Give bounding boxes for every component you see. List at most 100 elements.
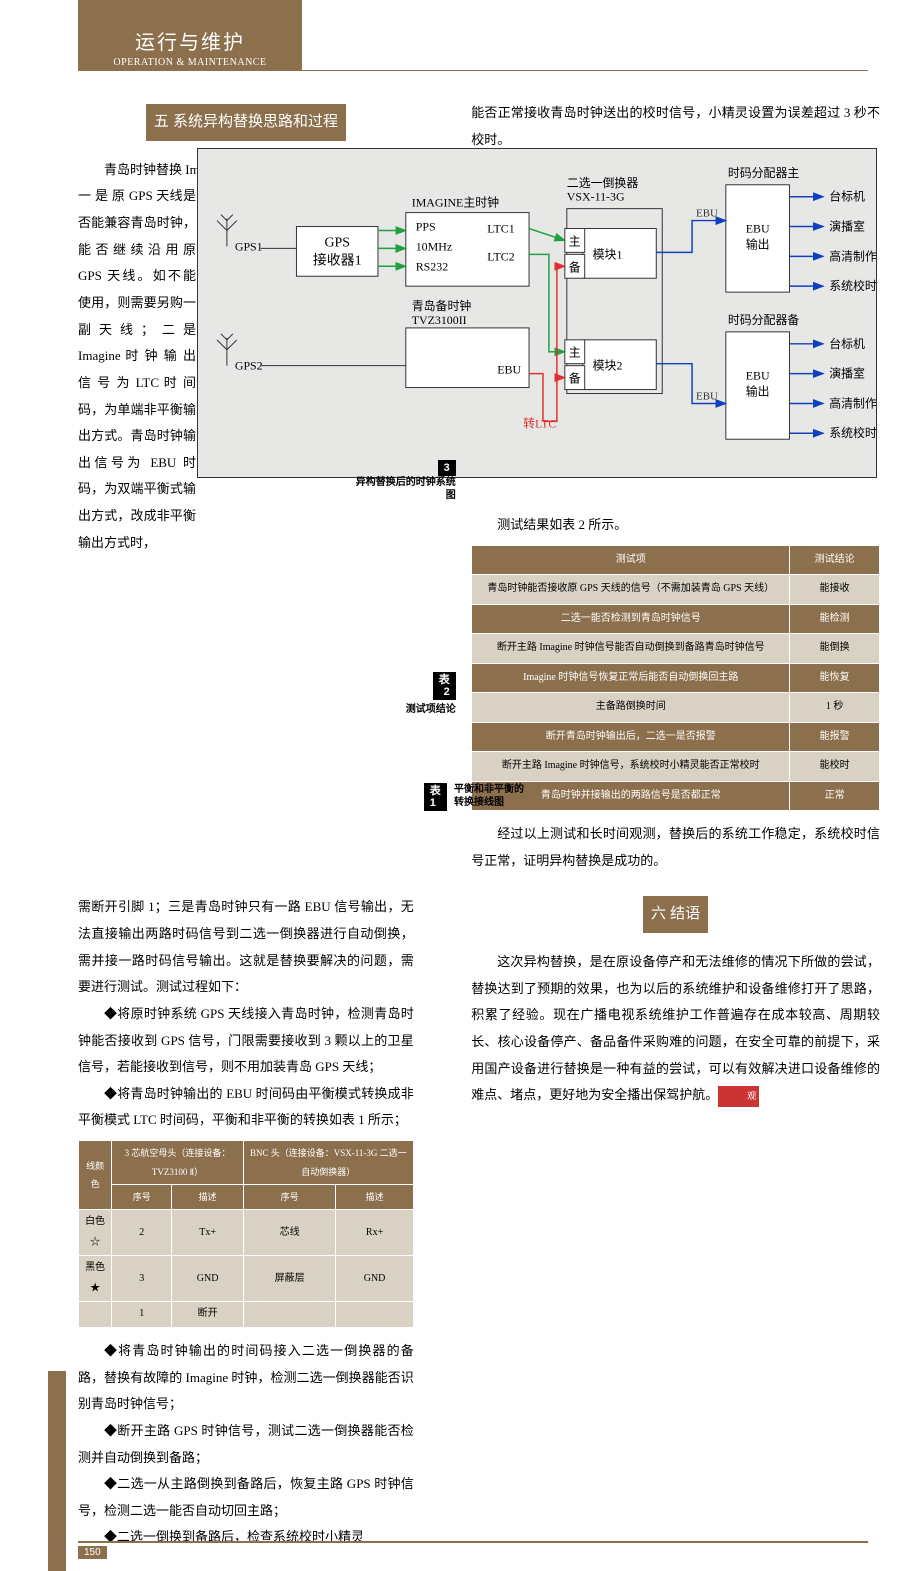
header-rule [78, 70, 868, 71]
wrap-text-beside-diagram: 一 是 原 GPS 天线是否能兼容青岛时钟，能否继续沿用原 GPS 天线。如不能… [78, 183, 196, 556]
end-icon: 观 [718, 1086, 759, 1106]
svg-text:GPS2: GPS2 [235, 359, 263, 373]
svg-text:输出: 输出 [746, 237, 770, 251]
svg-text:二选一倒换器: 二选一倒换器 [567, 176, 639, 190]
t2-c: 能报警 [790, 722, 880, 752]
t1-h-1: 3 芯航空母头（连接设备：TVZ3100 Ⅱ） [112, 1141, 244, 1185]
table-2: 测试项 测试结论 青岛时钟能否接收原 GPS 天线的信号（不需加装青岛 GPS … [471, 545, 880, 812]
svg-text:台标机: 台标机 [829, 190, 865, 204]
tab-1-label: 表 1 [424, 783, 447, 811]
header-en: OPERATION & MAINTENANCE [78, 57, 302, 68]
svg-text:EBU: EBU [746, 221, 770, 235]
t1-sh-1: 描述 [172, 1185, 243, 1210]
svg-text:IMAGINE主时钟: IMAGINE主时钟 [412, 196, 499, 210]
svg-text:演播室: 演播室 [829, 367, 865, 381]
after-fig: 测试结果如表 2 所示。 [471, 512, 880, 539]
t1-c: 3 [112, 1256, 172, 1302]
svg-text:主: 主 [569, 346, 581, 360]
t2-c: 1 秒 [790, 693, 880, 723]
svg-text:时码分配器主: 时码分配器主 [728, 166, 800, 180]
page-number: 150 [78, 1546, 107, 1559]
t2-h-0: 测试项 [472, 545, 790, 575]
bullet-b-2: ◆二选一从主路倒换到备路后，恢复主路 GPS 时钟信号，检测二选一能否自动切回主… [78, 1471, 414, 1524]
svg-text:模块1: 模块1 [593, 247, 623, 261]
t1-c: 白色☆ [79, 1210, 112, 1256]
t1-sh-3: 描述 [336, 1185, 413, 1210]
svg-text:GPS: GPS [324, 235, 350, 250]
svg-text:备: 备 [569, 260, 581, 274]
t2-c: Imagine 时钟信号恢复正常后能否自动倒换回主路 [472, 663, 790, 693]
t1-c: GND [336, 1256, 413, 1302]
svg-text:输出: 输出 [746, 384, 770, 398]
svg-text:EBU: EBU [746, 369, 770, 383]
t2-h-1: 测试结论 [790, 545, 880, 575]
section-5-title: 五 系统异构替换思路和过程 [146, 104, 346, 141]
t1-c [336, 1302, 413, 1328]
t1-sh-2: 序号 [243, 1185, 336, 1210]
svg-text:高清制作网: 高清制作网 [829, 249, 877, 263]
svg-text:主: 主 [569, 234, 581, 248]
svg-text:备: 备 [569, 372, 581, 386]
t1-c: GND [172, 1256, 243, 1302]
svg-text:EBU: EBU [696, 208, 718, 220]
t2-c: 能检测 [790, 604, 880, 634]
t2-c: 青岛时钟能否接收原 GPS 天线的信号（不需加装青岛 GPS 天线） [472, 575, 790, 605]
svg-text:接收器1: 接收器1 [313, 251, 362, 268]
tab-2-label: 表 2 [433, 672, 456, 700]
t1-c: 屏蔽层 [243, 1256, 336, 1302]
t1-c [243, 1302, 336, 1328]
svg-text:LTC2: LTC2 [487, 249, 514, 263]
svg-text:VSX-11-3G: VSX-11-3G [567, 190, 625, 204]
t2-c: 能恢复 [790, 663, 880, 693]
svg-text:GPS1: GPS1 [235, 239, 263, 253]
figure-3-svg: GPS1 GPS2 GPS 接收器1 IMAGINE主时钟 PPS 10MHz … [197, 148, 877, 478]
svg-text:LTC1: LTC1 [487, 221, 514, 235]
t2-c: 正常 [790, 781, 880, 811]
section-6-body: 这次异构替换，是在原设备停产和无法维修的情况下所做的尝试，替换达到了预期的效果，… [471, 949, 880, 1109]
section-5-conclusion: 经过以上测试和长时间观测，替换后的系统工作稳定，系统校时信号正常，证明异构替换是… [471, 821, 880, 874]
figure-3: GPS1 GPS2 GPS 接收器1 IMAGINE主时钟 PPS 10MHz … [197, 148, 877, 482]
svg-text:时码分配器备: 时码分配器备 [728, 313, 800, 327]
t2-c: 断开主路 Imagine 时钟信号能否自动倒换到备路青岛时钟信号 [472, 634, 790, 664]
t1-c: Rx+ [336, 1210, 413, 1256]
svg-text:系统校时服务器: 系统校时服务器 [829, 279, 877, 293]
t1-c: 1 [112, 1302, 172, 1328]
t2-c: 主备路倒换时间 [472, 693, 790, 723]
after-wrap: 需断开引脚 1；三是青岛时钟只有一路 EBU 信号输出，无法直接输出两路时码信号… [78, 894, 414, 1001]
t2-c: 能接收 [790, 575, 880, 605]
t1-h-2: BNC 头（连接设备：VSX-11-3G 二选一自动倒换器） [243, 1141, 413, 1185]
footer: 150 [78, 1541, 868, 1559]
svg-text:演播室: 演播室 [829, 220, 865, 234]
t1-c: Tx+ [172, 1210, 243, 1256]
t2-c: 能校时 [790, 752, 880, 782]
svg-text:台标机: 台标机 [829, 337, 865, 351]
bullet-b-1: ◆断开主路 GPS 时钟信号，测试二选一倒换器能否检测并自动倒换到备路； [78, 1418, 414, 1471]
left-margin-bar [48, 1371, 66, 1571]
t1-c: 黑色★ [79, 1256, 112, 1302]
fig-3-caption: 异构替换后的时钟系统图 [356, 476, 456, 502]
svg-text:系统校时服务器: 系统校时服务器 [829, 426, 877, 440]
label-gutter: 3 异构替换后的时钟系统图 表 2 测试项结论 表 1 平衡和非平衡的转换接线图 [432, 100, 453, 1551]
t1-c: 芯线 [243, 1210, 336, 1256]
svg-text:EBU: EBU [696, 390, 718, 402]
svg-text:模块2: 模块2 [593, 359, 623, 373]
t1-h-0: 线颜色 [79, 1141, 112, 1210]
bullet-b-0: ◆将青岛时钟输出的时间码接入二选一倒换器的备路，替换有故障的 Imagine 时… [78, 1338, 414, 1418]
svg-text:EBU: EBU [497, 363, 521, 377]
fig-3-label: 3 [438, 460, 456, 476]
bullet-a-1: ◆将青岛时钟输出的 EBU 时间码由平衡模式转换成非平衡模式 LTC 时间码，平… [78, 1081, 414, 1134]
right-intro: 能否正常接收青岛时钟送出的校时信号，小精灵设置为误差超过 3 秒不校时。 [471, 100, 880, 153]
t1-c [79, 1302, 112, 1328]
tab-1-caption: 平衡和非平衡的转换接线图 [454, 783, 526, 809]
t2-c: 断开主路 Imagine 时钟信号，系统校时小精灵能否正常校时 [472, 752, 790, 782]
svg-text:高清制作网: 高清制作网 [829, 396, 877, 410]
t1-sh-0: 序号 [112, 1185, 172, 1210]
table-1: 线颜色 3 芯航空母头（连接设备：TVZ3100 Ⅱ） BNC 头（连接设备：V… [78, 1140, 414, 1328]
tab-2-caption: 测试项结论 [406, 704, 456, 715]
t1-c: 2 [112, 1210, 172, 1256]
svg-text:转LTC: 转LTC [523, 416, 556, 430]
header-cn: 运行与维护 [78, 26, 302, 55]
t2-c: 二选一能否检测到青岛时钟信号 [472, 604, 790, 634]
bullet-a-0: ◆将原时钟系统 GPS 天线接入青岛时钟，检测青岛时钟能否接收到 GPS 信号，… [78, 1001, 414, 1081]
section-header: 运行与维护 OPERATION & MAINTENANCE [78, 0, 302, 70]
